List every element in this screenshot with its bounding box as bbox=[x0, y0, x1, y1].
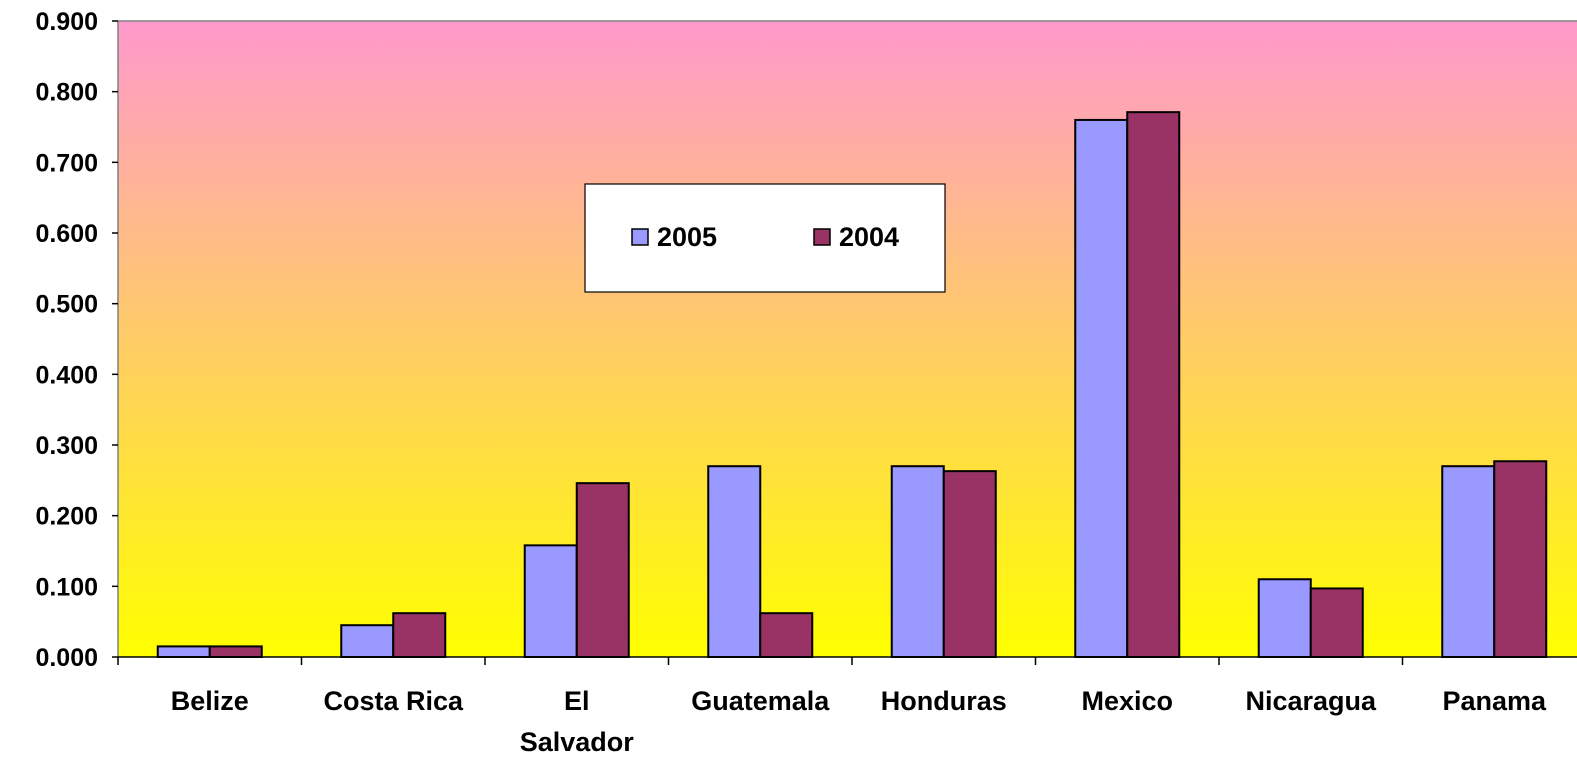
bar-2004 bbox=[1493, 460, 1548, 658]
bar-2005 bbox=[340, 624, 395, 659]
bar-2005 bbox=[890, 465, 945, 659]
bar-2005 bbox=[156, 645, 211, 659]
x-category-label: Costa Rica bbox=[323, 686, 464, 716]
legend-swatch-2004 bbox=[813, 228, 831, 246]
y-tick-label: 0.500 bbox=[35, 291, 98, 319]
bar-2005 bbox=[1441, 465, 1496, 659]
y-tick-label: 0.000 bbox=[35, 644, 98, 672]
bar-2005 bbox=[523, 544, 578, 659]
bar-2005 bbox=[1074, 118, 1129, 658]
y-tick-label: 0.600 bbox=[35, 220, 98, 248]
x-category-labels: Belize Costa Rica El Salvador Guatemala Hondu… bbox=[171, 686, 1547, 757]
y-tick-label: 0.100 bbox=[35, 573, 98, 601]
bar-2004 bbox=[575, 482, 630, 658]
bar-2004 bbox=[1309, 587, 1364, 658]
x-category-label: Panama bbox=[1442, 686, 1547, 716]
y-tick-label: 0.300 bbox=[35, 432, 98, 460]
bar-2004 bbox=[1126, 111, 1181, 659]
bar-2004 bbox=[759, 612, 814, 658]
y-tick-label: 0.900 bbox=[35, 8, 98, 36]
legend-label-2005: 2005 bbox=[657, 222, 717, 252]
x-category-label: Nicaragua bbox=[1245, 686, 1377, 716]
y-tick-label: 0.800 bbox=[35, 79, 98, 107]
x-category-label: El Salvador bbox=[520, 686, 635, 757]
x-category-label: Belize bbox=[171, 686, 249, 716]
bar-2004 bbox=[208, 645, 263, 659]
y-tick-labels: 0.000 0.100 0.200 0.300 0.400 0.500 0.600 0.700… bbox=[35, 8, 98, 672]
legend: 2005 2004 bbox=[584, 183, 946, 293]
bar-2005 bbox=[1257, 578, 1312, 658]
y-tick-label: 0.200 bbox=[35, 503, 98, 531]
y-tick-label: 0.700 bbox=[35, 149, 98, 177]
legend-swatch-2005 bbox=[631, 228, 649, 246]
bars-group bbox=[156, 111, 1548, 659]
x-category-label: Guatemala bbox=[691, 686, 830, 716]
plot-area bbox=[118, 21, 1577, 657]
bar-2004 bbox=[392, 612, 447, 658]
x-category-label: Honduras bbox=[881, 686, 1007, 716]
bar-2005 bbox=[707, 465, 762, 659]
bar-2004 bbox=[942, 470, 997, 658]
y-tick-label: 0.400 bbox=[35, 361, 98, 389]
legend-label-2004: 2004 bbox=[839, 222, 899, 252]
x-category-label: Mexico bbox=[1081, 686, 1173, 716]
